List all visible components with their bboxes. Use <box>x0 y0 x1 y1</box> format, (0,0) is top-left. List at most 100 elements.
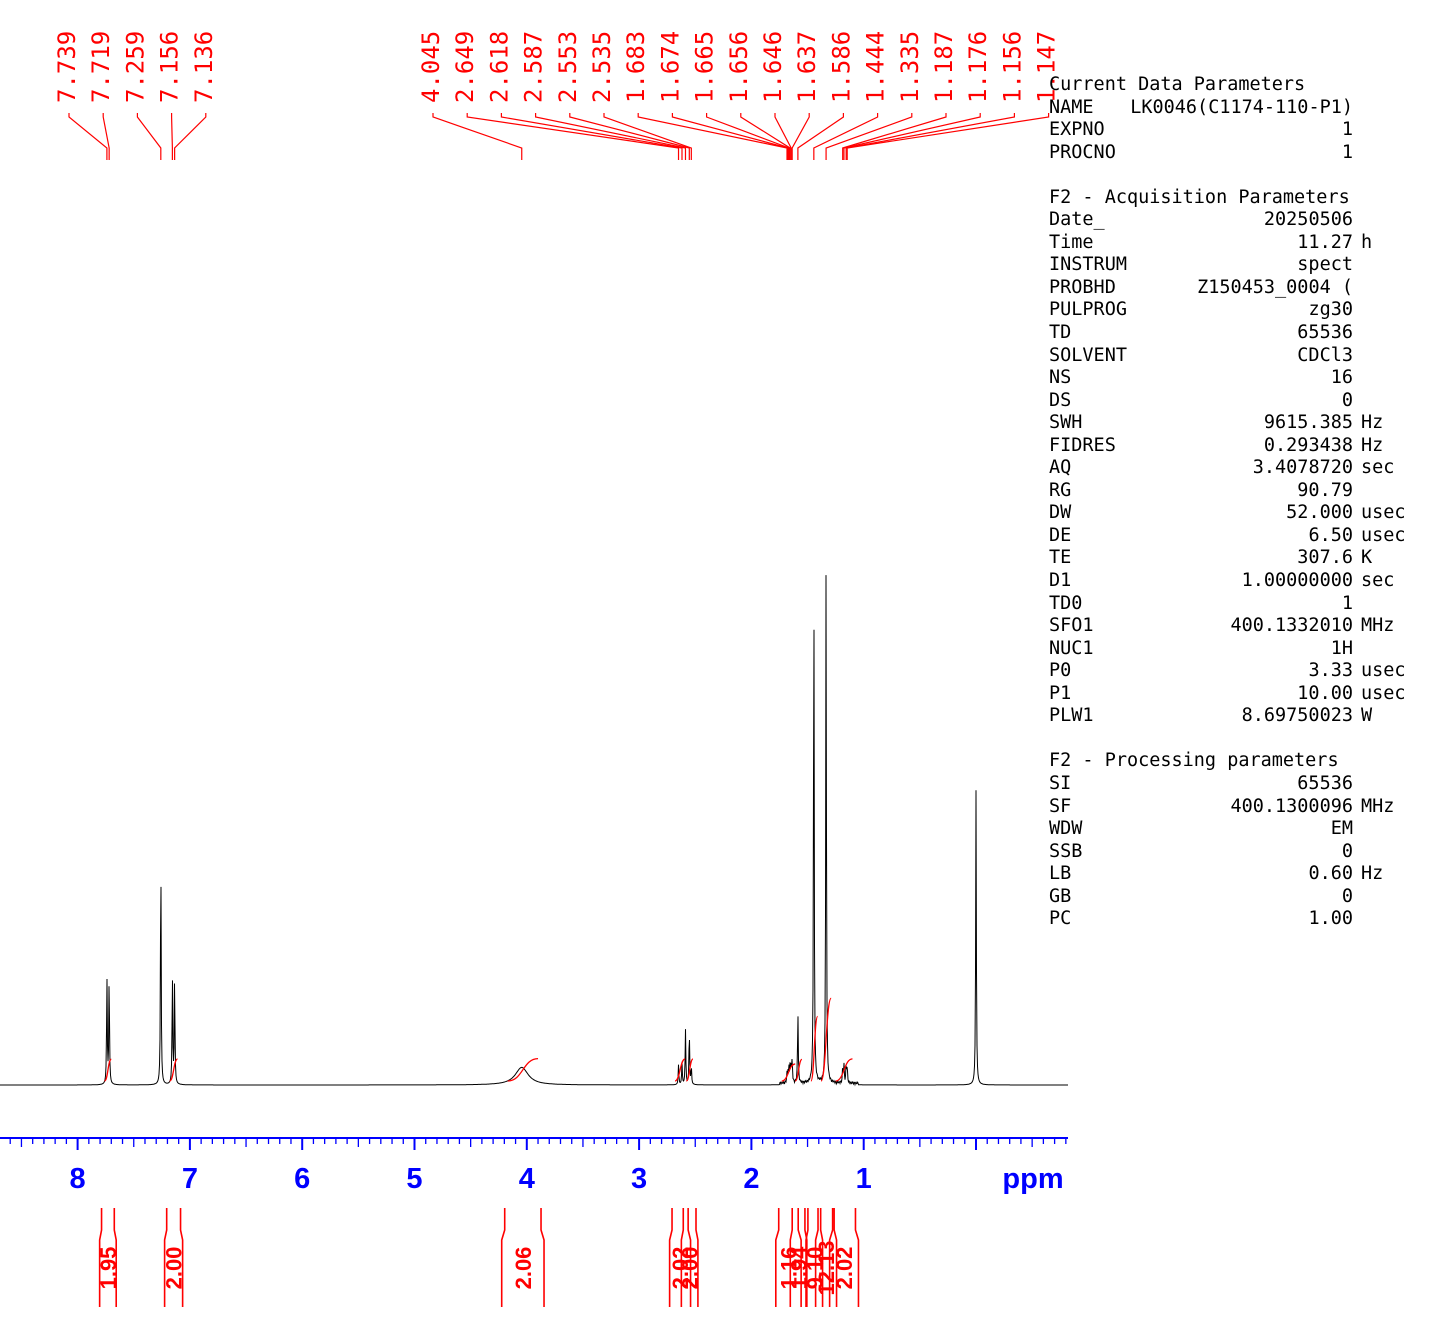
current-params-list: NAME LK0046(C1174-110-P1) EXPNO 1 PROCNO 1 <box>1049 97 1439 165</box>
peak-label: 2.618 <box>485 31 513 103</box>
peak-connector <box>171 113 173 160</box>
param-value: 1.00000000 <box>1241 570 1353 592</box>
param-value: Z150453_0004 ( <box>1197 276 1353 298</box>
param-row: PC 1.00 <box>1049 908 1439 931</box>
param-key: LB <box>1049 863 1072 885</box>
param-value: 1H <box>1330 637 1353 659</box>
param-row: GB 0 <box>1049 886 1439 909</box>
param-row: SFO1 400.1332010 MHz <box>1049 615 1439 638</box>
param-key: DE <box>1049 524 1072 546</box>
param-value: 307.6 <box>1297 547 1353 569</box>
integral-value: 2.00 <box>162 1247 187 1290</box>
param-row: RG 90.79 <box>1049 480 1439 503</box>
param-unit: usec <box>1361 524 1406 546</box>
param-row: PROCNO 1 <box>1049 142 1439 165</box>
tick-label: 3 <box>631 1163 647 1195</box>
integral-bracket-left <box>789 1208 793 1307</box>
integral-bracket-right <box>695 1208 699 1307</box>
integral-curve <box>810 1015 819 1082</box>
param-key: SFO1 <box>1049 615 1094 637</box>
integral-value: 1.94 <box>787 1246 812 1290</box>
integral-curve <box>169 1058 178 1082</box>
param-value: 3.33 <box>1308 660 1353 682</box>
peak-label: 7.719 <box>87 31 115 103</box>
param-value: 90.79 <box>1297 479 1353 501</box>
peak-connector <box>843 113 981 160</box>
integral-curve <box>794 1058 803 1082</box>
peak-label: 2.553 <box>554 31 582 103</box>
peak-connector <box>825 113 913 160</box>
param-key: EXPNO <box>1049 119 1105 141</box>
param-row: LB 0.60 Hz <box>1049 863 1439 886</box>
param-unit: h <box>1361 231 1373 253</box>
spectrum-trace <box>0 575 1068 1087</box>
param-value: 1 <box>1341 141 1353 163</box>
param-value: LK0046(C1174-110-P1) <box>1130 96 1353 118</box>
integral-bracket-left <box>814 1208 819 1307</box>
param-key: WDW <box>1049 818 1083 840</box>
param-row: AQ 3.4078720 sec <box>1049 457 1439 480</box>
integral-value: 2.00 <box>678 1247 703 1290</box>
param-key: SF <box>1049 795 1072 817</box>
param-key: TE <box>1049 547 1072 569</box>
peak-label: 7.136 <box>190 31 218 103</box>
x-axis-group: 8 7 6 5 4 3 2 1 ppm <box>0 1137 1068 1195</box>
peak-connector <box>466 113 680 160</box>
peak-connector <box>671 113 789 160</box>
param-key: SWH <box>1049 412 1083 434</box>
param-row: D1 1.00000000 sec <box>1049 570 1439 593</box>
param-value: 400.1332010 <box>1230 615 1353 637</box>
param-value: spect <box>1297 254 1353 276</box>
param-value: 16 <box>1330 367 1353 389</box>
param-row: WDW EM <box>1049 818 1439 841</box>
integral-curve <box>103 1058 112 1082</box>
param-key: NS <box>1049 367 1072 389</box>
param-unit: Hz <box>1361 412 1384 434</box>
integral-curve <box>507 1057 539 1082</box>
param-key: TD0 <box>1049 592 1083 614</box>
param-value: 0 <box>1341 885 1353 907</box>
param-value: 20250506 <box>1263 209 1353 231</box>
integral-bracket-left <box>500 1208 506 1307</box>
tick-label: 4 <box>519 1163 535 1195</box>
param-key: Date_ <box>1049 209 1105 231</box>
param-unit: usec <box>1361 502 1406 524</box>
param-row: SOLVENT CDCl3 <box>1049 345 1439 368</box>
peak-label: 1.335 <box>896 31 924 103</box>
param-unit: K <box>1361 547 1373 569</box>
param-value: 0.60 <box>1308 863 1353 885</box>
param-row: P1 10.00 usec <box>1049 683 1439 706</box>
peak-connector <box>500 113 683 160</box>
param-unit: MHz <box>1361 795 1395 817</box>
peak-connector <box>813 113 879 160</box>
param-row: DE 6.50 usec <box>1049 525 1439 548</box>
param-row: PROBHD Z150453_0004 ( <box>1049 277 1439 300</box>
param-key: GB <box>1049 885 1072 907</box>
peak-connector <box>774 113 792 160</box>
param-row: NAME LK0046(C1174-110-P1) <box>1049 97 1439 120</box>
param-value: EM <box>1330 818 1353 840</box>
param-unit: W <box>1361 705 1373 727</box>
param-key: RG <box>1049 479 1072 501</box>
peak-label: 1.683 <box>622 31 650 103</box>
param-key: P1 <box>1049 682 1072 704</box>
param-value: 0.293438 <box>1263 434 1353 456</box>
param-value: 6.50 <box>1308 524 1353 546</box>
integral-value: 9.10 <box>802 1247 827 1290</box>
peak-connector <box>569 113 690 160</box>
param-row: PLW1 8.69750023 W <box>1049 705 1439 728</box>
integral-bracket-left <box>828 1208 834 1307</box>
peak-label: 1.444 <box>862 31 890 103</box>
param-row: DW 52.000 usec <box>1049 502 1439 525</box>
peak-connector <box>846 113 1050 160</box>
integral-bracket-right <box>819 1208 824 1307</box>
param-row: Date_ 20250506 <box>1049 209 1439 232</box>
param-value: 8.69750023 <box>1241 705 1353 727</box>
param-row: EXPNO 1 <box>1049 119 1439 142</box>
param-row: SF 400.1300096 MHz <box>1049 796 1439 819</box>
param-row: FIDRES 0.293438 Hz <box>1049 435 1439 458</box>
peak-label: 7.156 <box>156 31 184 103</box>
param-unit: Hz <box>1361 434 1384 456</box>
peak-label: 2.649 <box>451 31 479 103</box>
